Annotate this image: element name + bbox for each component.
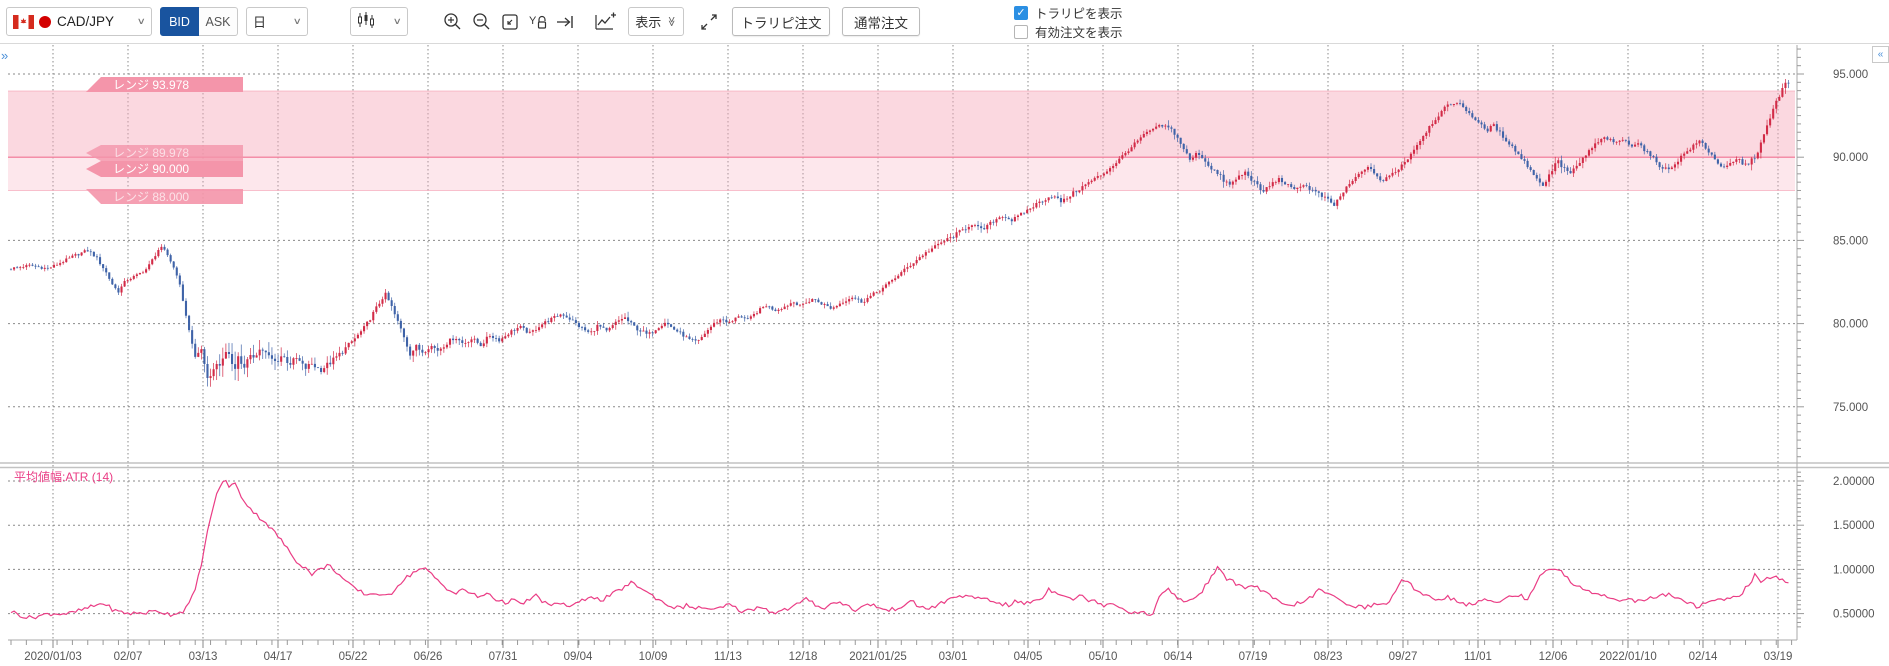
chart-area: » « レンジ 93.978 レンジ 89.978 レンジ 90.000 レンジ 88… [0, 44, 1889, 666]
x-axis-label: 09/27 [1389, 651, 1418, 663]
chevron-down-icon: ∨ [293, 16, 303, 26]
arrow-to-end-icon [557, 15, 573, 28]
x-axis-label: 04/17 [264, 651, 293, 663]
x-axis-label: 07/19 [1239, 651, 1268, 663]
atr-axis-label: 1.50000 [1833, 520, 1875, 532]
atr-axis-label: 1.00000 [1833, 564, 1875, 576]
chevron-double-down-icon: ≫ [666, 16, 677, 27]
x-axis-label: 04/05 [1014, 651, 1043, 663]
x-axis-label: 2021/01/25 [849, 651, 907, 663]
x-axis-label: 03/01 [939, 651, 968, 663]
zoom-in-button[interactable] [440, 7, 465, 36]
normal-order-button[interactable]: 通常注文 [842, 7, 920, 36]
timeframe-select[interactable]: 日 ∨ [246, 7, 308, 36]
show-toraripi-checkbox[interactable]: ✓ [1014, 5, 1028, 20]
display-checkboxes: ✓ トラリピを表示 有効注文を表示 [1014, 3, 1123, 41]
zoom-out-button[interactable] [469, 7, 494, 36]
x-axis-label: 02/14 [1689, 651, 1718, 663]
japan-flag-icon [39, 15, 51, 28]
price-axis-label: 80.000 [1833, 319, 1868, 331]
atr-axis-label: 2.00000 [1833, 476, 1875, 488]
chevron-down-icon: ∨ [393, 16, 403, 26]
canada-flag-icon [13, 14, 34, 29]
chevron-down-icon: ∨ [137, 16, 147, 26]
atr-legend: 平均値幅:ATR (14) [14, 469, 113, 484]
fit-icon [501, 13, 518, 30]
x-axis-label: 06/26 [414, 651, 443, 663]
show-active-orders-checkbox[interactable] [1014, 24, 1028, 39]
svg-text:Y: Y [529, 15, 537, 27]
svg-text:レンジ 88.000: レンジ 88.000 [113, 190, 189, 204]
display-label: 表示 [635, 15, 662, 30]
price-axis-label: 90.000 [1833, 152, 1868, 164]
fit-chart-button[interactable] [497, 7, 522, 36]
price-axis-label: 85.000 [1833, 235, 1868, 247]
range-tags[interactable]: レンジ 93.978 レンジ 89.978 レンジ 90.000 レンジ 88.000 [86, 77, 243, 204]
go-to-latest-button[interactable] [553, 7, 578, 36]
price-axis-label: 95.000 [1833, 69, 1868, 81]
toraripi-order-button[interactable]: トラリピ注文 [732, 7, 830, 36]
y-lock-icon: Y [529, 15, 546, 29]
indicator-plus-icon [595, 12, 616, 30]
x-axis-label: 03/19 [1764, 651, 1793, 663]
x-axis-label: 12/18 [789, 651, 818, 663]
svg-text:レンジ 93.978: レンジ 93.978 [113, 78, 189, 92]
show-toraripi-label: トラリピを表示 [1035, 7, 1123, 21]
x-axis-label: 06/14 [1164, 651, 1193, 663]
x-axis-label: 02/07 [114, 651, 143, 663]
pane-splitter[interactable] [0, 462, 1889, 469]
bid-button[interactable]: BID [160, 7, 199, 36]
atr-axis-label: 0.50000 [1833, 609, 1875, 621]
range-tag[interactable]: レンジ 93.978 [86, 77, 243, 92]
range-tag[interactable]: レンジ 89.978 [86, 145, 243, 161]
candlestick-icon [357, 12, 375, 31]
x-axis-label: 08/23 [1314, 651, 1343, 663]
open-side-panel-chevron[interactable]: » [1, 48, 9, 63]
atr-indicator-line [10, 479, 1789, 620]
chart-toolbar: CAD/JPY ∨ BID ASK 日 ∨ ∨ Y [0, 0, 1889, 44]
x-axis-label: 11/13 [714, 651, 742, 663]
axis-labels: 平均値幅:ATR (14) 95.000 90.000 85.000 80.000 75.… [14, 69, 1875, 663]
x-axis-label: 03/13 [189, 651, 218, 663]
axes[interactable] [8, 45, 1804, 648]
zoom-out-icon [473, 13, 490, 30]
ask-button[interactable]: ASK [199, 7, 238, 36]
display-menu-button[interactable]: 表示 ≫ [628, 7, 684, 36]
range-tag[interactable]: レンジ 90.000 [86, 161, 243, 177]
bid-ask-toggle: BID ASK [160, 7, 238, 36]
collapse-axis-chevron[interactable]: « [1872, 46, 1889, 63]
x-axis-label: 05/22 [339, 651, 368, 663]
price-axis-label: 75.000 [1833, 402, 1868, 414]
x-axis-label: 05/10 [1089, 651, 1118, 663]
x-axis-label: 12/06 [1539, 651, 1568, 663]
svg-text:レンジ 90.000: レンジ 90.000 [113, 162, 189, 176]
timeframe-label: 日 [253, 15, 267, 30]
show-active-orders-label: 有効注文を表示 [1035, 26, 1123, 40]
vertical-gridlines [52, 45, 1779, 640]
toraripi-range-bands [8, 90, 1795, 191]
pair-label: CAD/JPY [57, 14, 115, 29]
fullscreen-button[interactable] [694, 7, 724, 36]
chart-style-select[interactable]: ∨ [350, 7, 408, 36]
svg-text:レンジ 89.978: レンジ 89.978 [113, 146, 189, 160]
x-axis-label: 10/09 [639, 651, 668, 663]
y-axis-lock-button[interactable]: Y [525, 7, 550, 36]
x-axis-label: 09/04 [564, 651, 593, 663]
expand-icon [701, 13, 717, 30]
range-tag[interactable]: レンジ 88.000 [86, 189, 243, 204]
currency-pair-select[interactable]: CAD/JPY ∨ [6, 7, 152, 36]
x-axis-label: 2020/01/03 [24, 651, 82, 663]
x-axis-label: 07/31 [489, 651, 518, 663]
zoom-in-icon [444, 13, 461, 30]
add-indicator-button[interactable] [590, 7, 620, 36]
x-axis-label: 11/01 [1464, 651, 1492, 663]
x-axis-label: 2022/01/10 [1599, 651, 1657, 663]
price-chart-canvas[interactable]: レンジ 93.978 レンジ 89.978 レンジ 90.000 レンジ 88.000… [0, 44, 1889, 666]
